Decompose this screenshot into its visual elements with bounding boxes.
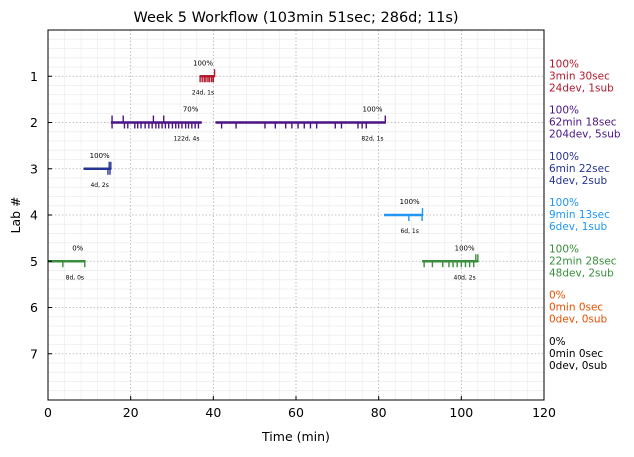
y-tick-label: 5 (30, 254, 38, 269)
x-axis-label: Time (min) (261, 429, 330, 444)
y-tick-label: 4 (30, 208, 38, 223)
lab-2-summary-percent: 100% (549, 105, 579, 117)
lab-1-summary-time: 3min 30sec (549, 70, 610, 82)
lab-2-percent-label: 70% (183, 106, 199, 114)
lab-7-summary-counts: 0dev, 0sub (549, 360, 608, 372)
lab-6-summary-time: 0min 0sec (549, 302, 603, 314)
lab-5-count-label: 40d, 2s (454, 274, 476, 281)
lab-2-count-label: 82d, 1s (361, 136, 383, 143)
lab-3-percent-label: 100% (90, 152, 110, 160)
lab-7-summary-time: 0min 0sec (549, 348, 603, 360)
lab-2-summary-time: 62min 18sec (549, 117, 617, 129)
lab-6-summary-percent: 0% (549, 290, 566, 302)
lab-1-count-label: 24d, 1s (192, 89, 214, 96)
y-tick-label: 3 (30, 161, 38, 176)
lab-4-percent-label: 100% (400, 198, 420, 206)
y-tick-label: 7 (30, 346, 38, 361)
x-tick-label: 60 (288, 405, 304, 420)
lab-3-count-label: 4d, 2s (90, 182, 108, 189)
lab-5-percent-label: 100% (455, 244, 475, 252)
lab-2-count-label: 122d, 4s (173, 136, 199, 143)
y-tick-label: 2 (30, 115, 38, 130)
lab-5-summary-counts: 48dev, 2sub (549, 267, 614, 279)
x-tick-label: 0 (44, 405, 52, 420)
grid-layer (47, 30, 545, 400)
lab-1-percent-label: 100% (193, 59, 213, 67)
axes-layer: 0 20 40 60 80 100 120 1 2 3 4 5 6 7 (30, 29, 556, 420)
lab-7-summary-percent: 0% (549, 336, 566, 348)
lab-4-summary-time: 9min 13sec (549, 209, 610, 221)
lab-1-summary-percent: 100% (549, 58, 579, 70)
chart-title: Week 5 Workflow (103min 51sec; 286d; 11s… (133, 10, 458, 26)
x-tick-label: 120 (532, 405, 556, 420)
lab-4-summary-counts: 6dev, 1sub (549, 221, 608, 233)
y-tick-label: 1 (30, 69, 38, 84)
x-tick-label: 100 (449, 405, 473, 420)
lab-5-summary-percent: 100% (549, 243, 579, 255)
lab-1-summary-counts: 24dev, 1sub (549, 82, 614, 94)
lab-3-summary-time: 6min 22sec (549, 163, 610, 175)
series-layer: 100% 24d, 1s 70% 122d, 4s 100% 82d, 1s 100% 4d,… (48, 59, 479, 281)
lab-5-summary-time: 22min 28sec (549, 255, 617, 267)
lab-4-summary-percent: 100% (549, 197, 579, 209)
x-tick-label: 80 (371, 405, 387, 420)
lab-2-summary-counts: 204dev, 5sub (549, 129, 621, 141)
lab-5-percent-label: 0% (72, 244, 83, 252)
lab-3-summary-percent: 100% (549, 151, 579, 163)
lab-6-summary-counts: 0dev, 0sub (549, 314, 608, 326)
y-tick-label: 6 (30, 300, 38, 315)
lab-3-summary-counts: 4dev, 2sub (549, 175, 608, 187)
lab-5-count-label: 8d, 0s (66, 274, 84, 281)
x-tick-label: 20 (123, 405, 139, 420)
lab-2-percent-label: 100% (362, 106, 382, 114)
lab-4-count-label: 6d, 1s (400, 228, 418, 235)
y-axis-label: Lab # (8, 196, 23, 233)
x-tick-label: 40 (205, 405, 221, 420)
